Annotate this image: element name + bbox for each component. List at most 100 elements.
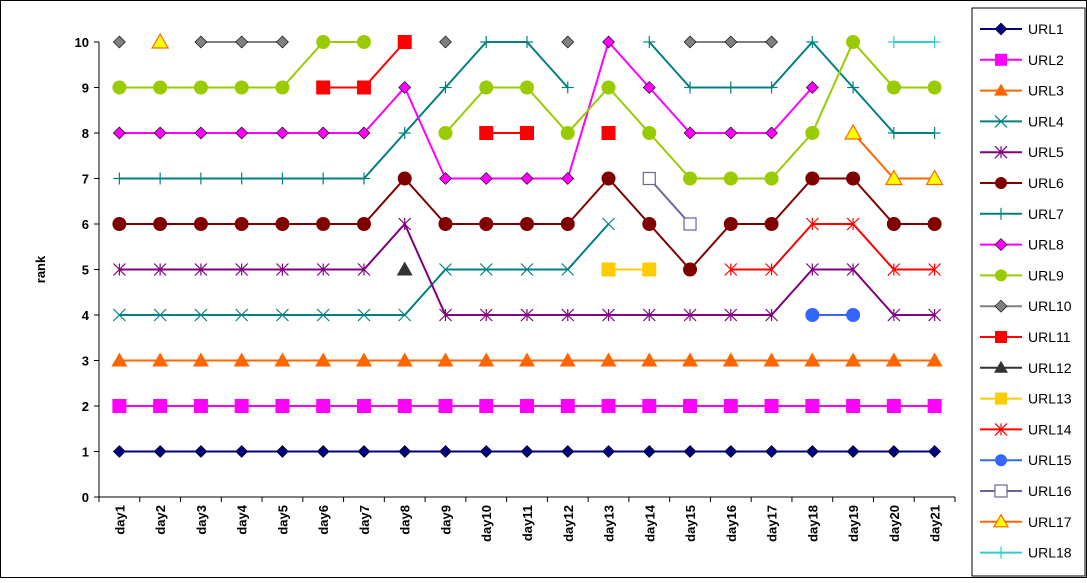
data-point-url2 [846,399,861,413]
data-point-url1 [153,445,167,458]
x-tick-label: day19 [846,505,861,542]
data-point-url1 [642,445,656,458]
data-point-url10 [235,35,249,49]
data-point-url7 [357,172,370,185]
data-point-url6 [234,217,249,231]
legend-item-url1: URL1 [980,21,1064,37]
legend-item-url5: URL5 [980,144,1064,160]
x-tick-label: day3 [194,505,209,535]
marker-stroke [439,263,452,276]
legend-label: URL8 [1028,237,1064,253]
x-tick-label: day13 [602,505,617,542]
data-point-url6 [805,171,820,186]
data-point-url9 [112,80,127,95]
data-point-url7 [480,36,493,48]
data-point-url14 [765,263,778,276]
data-point-url8 [398,81,412,94]
data-point-url8 [112,126,126,140]
data-point-url5 [602,308,615,322]
data-point-url6 [601,171,616,186]
data-point-url3 [722,352,739,367]
data-point-url6 [927,217,942,231]
data-point-url5 [724,308,738,322]
data-point-url7 [887,127,900,139]
y-axis-label: rank [33,255,48,283]
legend-marker [994,422,1008,436]
data-point-url2 [886,399,901,413]
legend-item-url18: URL18 [980,545,1072,561]
data-point-url6 [112,217,127,231]
data-point-url3 [926,352,943,367]
data-point-url9 [520,80,534,95]
data-point-url5 [194,263,208,276]
y-tick-label: 9 [82,81,89,96]
data-point-url4 [316,308,330,322]
series-url9 [112,35,942,186]
x-tick-label: day2 [153,505,168,535]
data-point-url8 [235,126,249,140]
data-point-url2 [316,399,331,413]
data-point-url17 [151,32,170,49]
marker-stroke [479,263,493,276]
data-point-url2 [683,399,698,413]
data-point-url16 [642,171,656,186]
data-point-url4 [561,263,575,276]
data-point-url5 [887,308,901,322]
x-tick-label: day11 [520,505,535,541]
data-point-url15 [805,308,820,322]
legend-label: URL6 [1028,175,1064,191]
data-point-url1 [805,445,819,458]
legend: URL1 URL2 URL3 URL4 URL5 URL6 URL7 URL8 URL9 URL1… [971,7,1086,577]
data-point-url10 [683,35,697,49]
data-point-url9 [805,126,820,140]
data-point-url17 [884,169,903,186]
data-point-url3 [355,352,372,367]
data-point-url9 [927,80,942,95]
data-point-url7 [235,172,248,185]
series-line-url7 [648,40,935,134]
data-point-url3 [885,352,902,367]
data-point-url9 [153,80,168,95]
y-tick-label: 4 [82,308,90,323]
data-point-url3 [152,352,169,367]
legend-label: URL3 [1028,83,1064,99]
data-point-url1 [887,445,901,458]
marker-stroke [602,217,615,231]
data-point-url6 [683,262,698,277]
legend-label: URL15 [1028,452,1072,468]
data-point-url12 [396,261,413,276]
legend-item-url9: URL9 [980,267,1064,283]
data-point-url1 [479,445,493,458]
data-point-url6 [275,217,290,231]
data-point-url10 [194,35,208,49]
data-point-url14 [724,263,738,276]
series-url18 [887,36,941,48]
data-point-url5 [846,263,860,276]
legend-label: URL16 [1028,483,1072,499]
data-point-url6 [397,171,412,186]
data-point-url1 [561,445,575,458]
x-tick-label: day6 [316,505,331,535]
legend-label: URL13 [1028,391,1072,407]
data-point-url3 [274,352,291,367]
legend-marker [994,484,1008,498]
data-point-url9 [886,80,901,95]
series-url16 [642,171,697,231]
data-point-url4 [479,263,493,276]
series-url6 [112,171,942,277]
series-url10 [112,35,778,49]
y-tick-label: 3 [82,354,89,369]
data-point-url7 [398,127,411,139]
data-point-url1 [357,445,371,458]
x-tick-label: day18 [805,505,820,542]
x-tick-label: day5 [275,505,290,535]
data-point-url1 [398,445,412,458]
legend-box [971,7,1086,577]
data-point-url6 [438,217,453,231]
data-point-url9 [560,126,575,140]
data-point-url6 [764,217,779,231]
legend-label: URL2 [1028,52,1064,68]
marker-stroke [276,308,289,322]
legend-item-url3: URL3 [980,83,1064,99]
